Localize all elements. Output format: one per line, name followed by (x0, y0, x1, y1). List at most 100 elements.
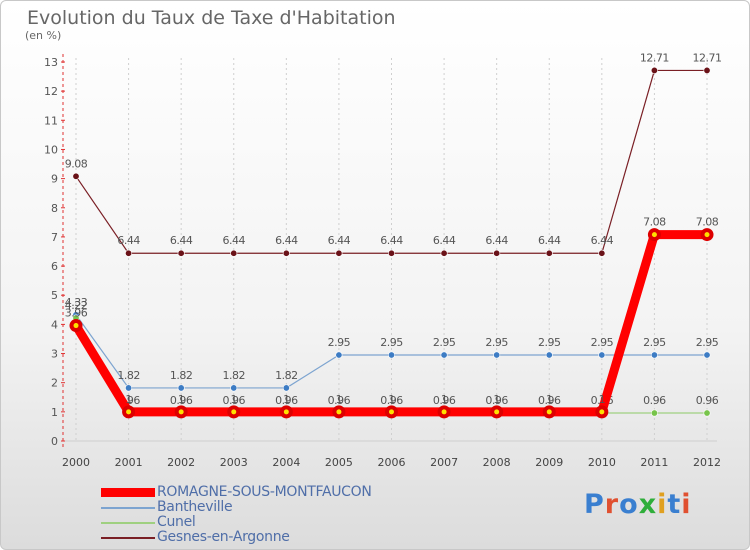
data-label-gesnes-en-argonne-2011: 12.71 (640, 51, 669, 64)
data-label-romagne-sous-montfaucon-2002: 1 (178, 393, 185, 406)
data-label-cunel-2012: 0.96 (696, 394, 719, 407)
x-tick-label-2010: 2010 (588, 456, 616, 469)
x-tick-label-2006: 2006 (378, 456, 406, 469)
point-bantheville-2012 (703, 351, 711, 359)
x-tick-label-2004: 2004 (272, 456, 300, 469)
legend-label-gesnes-en-argonne: Gesnes-en-Argonne (157, 529, 290, 545)
chart-title: Evolution du Taux de Taxe d'Habitation (27, 7, 396, 29)
y-tick-label: 12 (44, 85, 58, 98)
logo-letter: P (584, 489, 605, 520)
x-tick-label-2003: 2003 (220, 456, 248, 469)
data-label-romagne-sous-montfaucon-2012: 7.08 (696, 216, 719, 229)
legend-item-romagne-sous-montfaucon: ROMAGNE-SOUS-MONTFAUCON (101, 484, 501, 500)
x-tick-label-2009: 2009 (535, 456, 563, 469)
y-tick-label: 11 (44, 114, 58, 127)
data-label-gesnes-en-argonne-2000: 9.08 (65, 157, 88, 170)
point-gesnes-en-argonne-2005 (335, 249, 343, 257)
logo-letter: o (619, 489, 639, 520)
data-label-cunel-2000: 4.22 (65, 299, 88, 312)
point-gesnes-en-argonne-2007 (440, 249, 448, 257)
data-label-bantheville-2003: 1.82 (223, 369, 246, 382)
data-label-bantheville-2000: 4.33 (65, 296, 88, 309)
point-bantheville-2008 (493, 351, 501, 359)
data-label-romagne-sous-montfaucon-2005: 1 (336, 393, 343, 406)
point-bantheville-2004 (282, 384, 290, 392)
logo-letter: r (604, 489, 620, 520)
proxiti-logo: Proxiti (584, 489, 692, 520)
series-line-gesnes-en-argonne (75, 69, 708, 254)
y-tick-label: 5 (51, 289, 58, 302)
data-label-romagne-sous-montfaucon-2006: 1 (388, 393, 395, 406)
data-label-gesnes-en-argonne-2006: 6.44 (380, 234, 403, 247)
legend-label-romagne-sous-montfaucon: ROMAGNE-SOUS-MONTFAUCON (157, 484, 372, 500)
point-gesnes-en-argonne-2004 (282, 249, 290, 257)
data-label-romagne-sous-montfaucon-2010: 1 (599, 393, 606, 406)
data-label-romagne-sous-montfaucon-2009: 1 (546, 393, 553, 406)
x-tick-label-2001: 2001 (115, 456, 143, 469)
data-label-bantheville-2010: 2.95 (591, 336, 614, 349)
data-label-bantheville-2006: 2.95 (380, 336, 403, 349)
legend-swatch-romagne-sous-montfaucon (101, 488, 155, 497)
y-tick-label: 6 (51, 260, 58, 273)
data-label-bantheville-2011: 2.95 (643, 336, 666, 349)
y-tick-label: 8 (51, 202, 58, 215)
point-bantheville-2002 (177, 384, 185, 392)
point-bantheville-2010 (598, 351, 606, 359)
data-label-cunel-2008: 0.96 (485, 394, 508, 407)
point-gesnes-en-argonne-2008 (493, 249, 501, 257)
legend-item-bantheville: Bantheville (101, 499, 501, 515)
point-center-romagne-sous-montfaucon-2005 (336, 409, 342, 415)
data-label-cunel-2002: 0.96 (170, 394, 193, 407)
point-bantheville-2003 (230, 384, 238, 392)
point-center-romagne-sous-montfaucon-2003 (231, 409, 237, 415)
point-center-romagne-sous-montfaucon-2010 (599, 409, 605, 415)
point-center-romagne-sous-montfaucon-2002 (178, 409, 184, 415)
data-label-romagne-sous-montfaucon-2008: 1 (493, 393, 500, 406)
point-gesnes-en-argonne-2009 (545, 249, 553, 257)
point-bantheville-2005 (335, 351, 343, 359)
y-tick-label: 4 (51, 318, 58, 331)
point-center-romagne-sous-montfaucon-2007 (441, 409, 447, 415)
data-label-bantheville-2002: 1.82 (170, 369, 193, 382)
data-label-romagne-sous-montfaucon-2003: 1 (231, 393, 238, 406)
point-gesnes-en-argonne-2011 (650, 66, 658, 74)
data-label-bantheville-2007: 2.95 (433, 336, 456, 349)
data-label-romagne-sous-montfaucon-2007: 1 (441, 393, 448, 406)
point-center-romagne-sous-montfaucon-2012 (704, 232, 710, 238)
data-label-romagne-sous-montfaucon-2004: 1 (283, 393, 290, 406)
data-label-cunel-2005: 0.96 (328, 394, 351, 407)
point-center-romagne-sous-montfaucon-2000 (73, 323, 79, 329)
point-center-romagne-sous-montfaucon-2009 (546, 409, 552, 415)
data-label-gesnes-en-argonne-2002: 6.44 (170, 234, 193, 247)
logo-letter: t (667, 489, 682, 520)
data-label-gesnes-en-argonne-2004: 6.44 (275, 234, 298, 247)
legend-swatch-gesnes-en-argonne (101, 537, 155, 539)
data-label-cunel-2009: 0.96 (538, 394, 561, 407)
point-bantheville-2011 (650, 351, 658, 359)
y-tick-label: 3 (51, 348, 58, 361)
legend-item-gesnes-en-argonne: Gesnes-en-Argonne (101, 529, 501, 545)
legend-label-bantheville: Bantheville (157, 499, 233, 515)
point-center-romagne-sous-montfaucon-2004 (283, 409, 289, 415)
logo-letter: i (681, 489, 692, 520)
x-tick-label-2005: 2005 (325, 456, 353, 469)
y-tick-label: 1 (51, 406, 58, 419)
data-label-cunel-2004: 0.96 (275, 394, 298, 407)
data-label-cunel-2007: 0.96 (433, 394, 456, 407)
data-label-cunel-2011: 0.96 (643, 394, 666, 407)
data-label-gesnes-en-argonne-2008: 6.44 (485, 234, 508, 247)
data-label-gesnes-en-argonne-2010: 6.44 (591, 234, 614, 247)
point-center-romagne-sous-montfaucon-2001 (126, 409, 132, 415)
y-tick-label: 0 (51, 435, 58, 448)
data-label-bantheville-2009: 2.95 (538, 336, 561, 349)
data-label-gesnes-en-argonne-2005: 6.44 (328, 234, 351, 247)
data-label-gesnes-en-argonne-2003: 6.44 (223, 234, 246, 247)
data-label-gesnes-en-argonne-2007: 6.44 (433, 234, 456, 247)
x-tick-label-2011: 2011 (640, 456, 668, 469)
point-center-romagne-sous-montfaucon-2008 (494, 409, 500, 415)
x-tick-label-2008: 2008 (483, 456, 511, 469)
point-cunel-2012 (703, 409, 711, 417)
point-center-romagne-sous-montfaucon-2011 (651, 232, 657, 238)
data-label-bantheville-2005: 2.95 (328, 336, 351, 349)
